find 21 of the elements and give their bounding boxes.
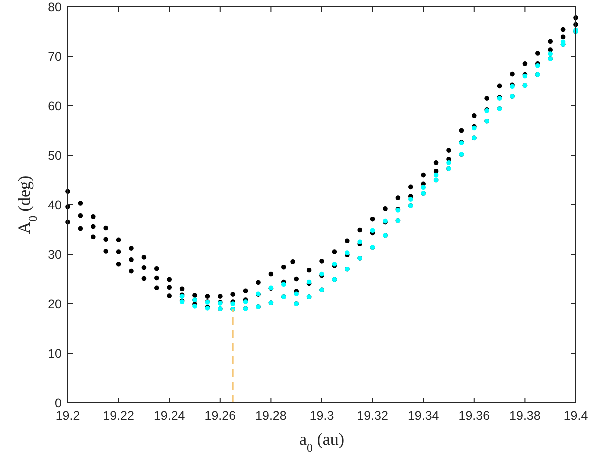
x-tick-label: 19.3 <box>310 409 334 423</box>
x-tick-label: 19.34 <box>408 409 440 423</box>
y-tick-label: 80 <box>48 0 62 14</box>
y-tick-label: 10 <box>48 347 62 361</box>
y-tick-label: 30 <box>48 248 62 262</box>
x-tick-label: 19.26 <box>204 409 236 423</box>
y-tick-label: 70 <box>48 50 62 64</box>
x-tick-label: 19.32 <box>357 409 388 423</box>
y-tick-label: 60 <box>48 100 62 114</box>
x-tick-label: 19.4 <box>564 409 588 423</box>
x-tick-label: 19.22 <box>103 409 134 423</box>
x-tick-label: 19.36 <box>458 409 490 423</box>
x-axis-title: a$_{0}$ (au) <box>299 430 345 455</box>
y-tick-label: 40 <box>48 198 62 212</box>
y-tick-label: 0 <box>55 396 62 410</box>
y-tick-label: 50 <box>48 149 62 163</box>
x-tick-label: 19.38 <box>510 409 541 423</box>
x-tick-label: 19.24 <box>154 409 186 423</box>
x-tick-label: 19.2 <box>56 409 80 423</box>
x-tick-label: 19.28 <box>256 409 287 423</box>
y-tick-label: 20 <box>48 298 62 312</box>
